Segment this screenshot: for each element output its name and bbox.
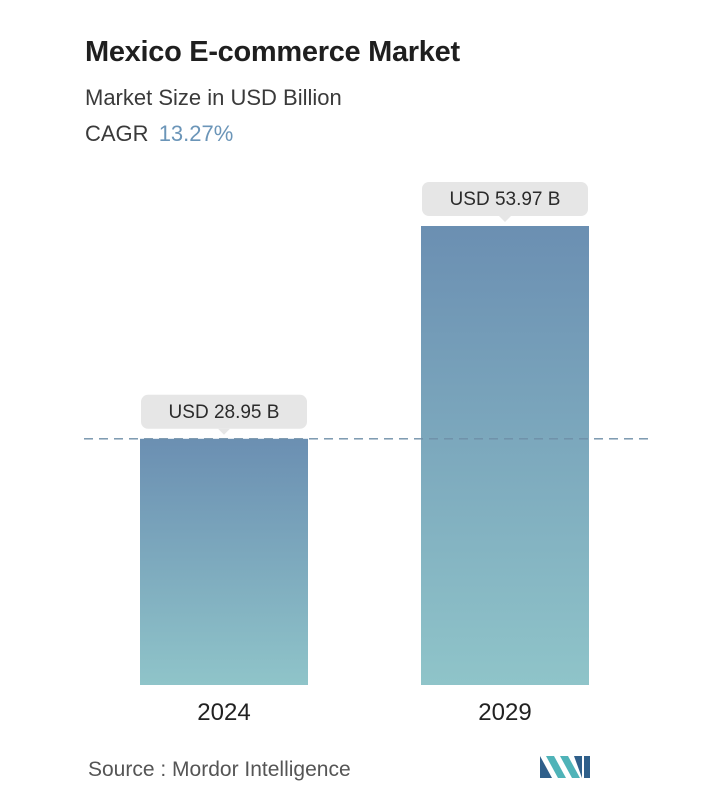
source-text: Source : Mordor Intelligence xyxy=(88,758,351,781)
bar-2029 xyxy=(421,226,589,685)
value-label-pointer-2024 xyxy=(218,428,230,435)
value-label-pointer-2029 xyxy=(499,216,511,222)
value-label-2024: USD 28.95 B xyxy=(169,402,280,423)
value-label-bg-2024 xyxy=(141,394,307,429)
value-label-2029: USD 53.97 B xyxy=(450,189,561,210)
bar-2024 xyxy=(140,438,308,685)
cagr-line: CAGR 13.27% xyxy=(85,121,233,147)
chart-title: Mexico E-commerce Market xyxy=(85,36,460,68)
chart-subtitle: Market Size in USD Billion xyxy=(85,85,342,110)
cagr-label: CAGR xyxy=(85,121,149,146)
x-tick-label-2024: 2024 xyxy=(197,699,250,726)
x-tick-label-2029: 2029 xyxy=(478,699,531,726)
value-label-bg-2029 xyxy=(422,182,588,216)
cagr-value: 13.27% xyxy=(158,121,234,146)
mordor-intelligence-logo-icon xyxy=(540,756,590,778)
